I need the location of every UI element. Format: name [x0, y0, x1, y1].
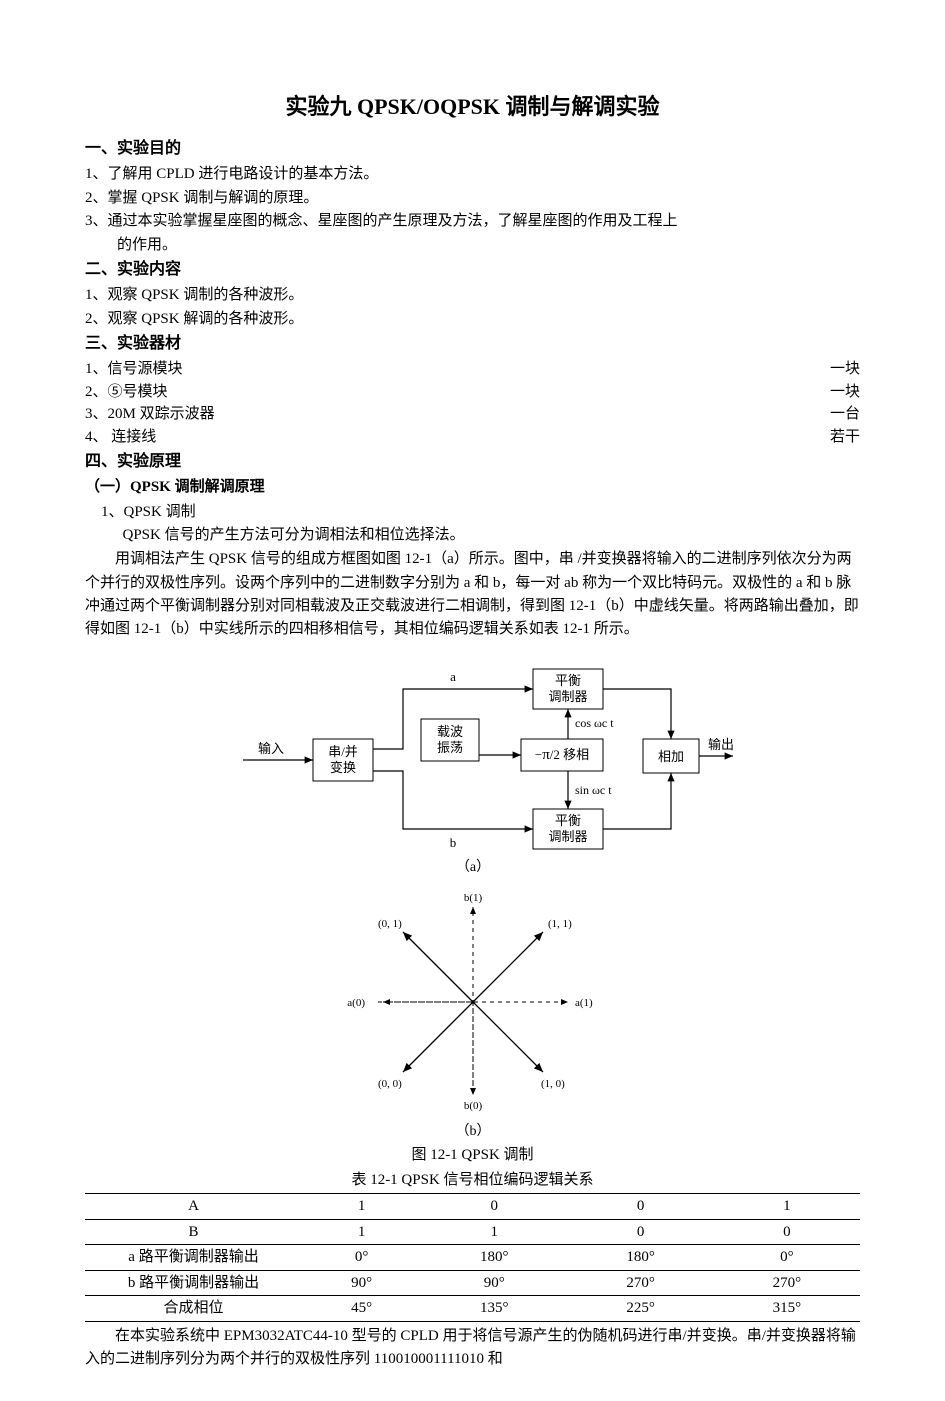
- table-cell: 45°: [302, 1296, 421, 1322]
- node-mod2-l1: 平衡: [554, 813, 580, 828]
- table-cell: 225°: [567, 1296, 713, 1322]
- node-mod2-l2: 调制器: [548, 829, 587, 844]
- diagram-a-caption: （a）: [455, 859, 489, 875]
- q3-label: (0, 0): [378, 1078, 402, 1090]
- node-sp-l1: 串/并: [328, 744, 358, 759]
- equip-row: 1、信号源模块 一块: [85, 358, 860, 381]
- block-diagram: 输入 串/并 变换 a b 载波 振荡 −π/2 移相 cos ωc t sin…: [203, 649, 743, 879]
- section4-sub2: 1、QPSK 调制: [85, 501, 860, 524]
- table-cell: 135°: [421, 1296, 567, 1322]
- table-row: a 路平衡调制器输出 0° 180° 180° 0°: [85, 1245, 860, 1271]
- node-add: 相加: [657, 749, 683, 764]
- table-cell: 1: [421, 1219, 567, 1245]
- section2-head: 二、实验内容: [85, 258, 860, 282]
- node-ps: −π/2 移相: [534, 747, 588, 763]
- axis-left: a(0): [347, 997, 365, 1009]
- table-row: B 1 1 0 0: [85, 1219, 860, 1245]
- para-2: 用调相法产生 QPSK 信号的组成方框图如图 12-1（a）所示。图中，串 /并…: [85, 548, 860, 641]
- section3-head: 三、实验器材: [85, 332, 860, 356]
- logic-table-wrap: A 1 0 0 1 B 1 1 0 0 a 路平衡调制器输出 0° 180° 1…: [85, 1193, 860, 1322]
- table-cell: 180°: [567, 1245, 713, 1271]
- diagram-b-wrap: b(1) b(0) a(0) a(1) (1, 1) (0, 1) (0, 0)…: [85, 887, 860, 1142]
- table-cell: 270°: [714, 1270, 860, 1296]
- s1-item3b: 的作用。: [85, 234, 860, 257]
- table-caption: 表 12-1 QPSK 信号相位编码逻辑关系: [85, 1169, 860, 1192]
- table-row: b 路平衡调制器输出 90° 90° 270° 270°: [85, 1270, 860, 1296]
- label-output: 输出: [708, 737, 734, 752]
- equip-qty: 一块: [830, 358, 860, 381]
- equip-qty: 一台: [830, 403, 860, 426]
- label-sin: sin ωc t: [575, 783, 612, 797]
- diagram-b-caption: （b）: [455, 1123, 490, 1139]
- table-cell: 180°: [421, 1245, 567, 1271]
- axis-right: a(1): [575, 997, 593, 1009]
- equip-label: 4、 连接线: [85, 426, 156, 449]
- q4-label: (1, 0): [541, 1078, 565, 1090]
- s1-item2: 2、掌握 QPSK 调制与解调的原理。: [85, 187, 860, 210]
- equip-label: 2、⑤号模块: [85, 381, 168, 404]
- table-cell: b 路平衡调制器输出: [85, 1270, 302, 1296]
- table-row: A 1 0 0 1: [85, 1194, 860, 1220]
- table-cell: 0: [567, 1219, 713, 1245]
- node-sp-l2: 变换: [329, 760, 355, 775]
- figure-caption: 图 12-1 QPSK 调制: [85, 1144, 860, 1167]
- label-input: 输入: [258, 741, 284, 756]
- table-cell: B: [85, 1219, 302, 1245]
- equip-row: 4、 连接线 若干: [85, 426, 860, 449]
- s2-item1: 1、观察 QPSK 调制的各种波形。: [85, 284, 860, 307]
- node-osc-l1: 载波: [436, 724, 462, 739]
- equip-label: 3、20M 双踪示波器: [85, 403, 215, 426]
- q2-label: (0, 1): [378, 918, 402, 930]
- table-cell: 1: [302, 1219, 421, 1245]
- table-cell: a 路平衡调制器输出: [85, 1245, 302, 1271]
- table-cell: 0: [567, 1194, 713, 1220]
- section1-head: 一、实验目的: [85, 137, 860, 161]
- table-cell: 90°: [302, 1270, 421, 1296]
- diagram-a-wrap: 输入 串/并 变换 a b 载波 振荡 −π/2 移相 cos ωc t sin…: [85, 649, 860, 879]
- node-mod1-l1: 平衡: [554, 673, 580, 688]
- table-cell: 90°: [421, 1270, 567, 1296]
- label-a: a: [450, 669, 456, 684]
- section4-sub1: （一）QPSK 调制解调原理: [85, 476, 860, 499]
- table-cell: A: [85, 1194, 302, 1220]
- table-cell: 0: [714, 1219, 860, 1245]
- equip-label: 1、信号源模块: [85, 358, 183, 381]
- para-1: QPSK 信号的产生方法可分为调相法和相位选择法。: [85, 524, 860, 547]
- table-cell: 合成相位: [85, 1296, 302, 1322]
- logic-table: A 1 0 0 1 B 1 1 0 0 a 路平衡调制器输出 0° 180° 1…: [85, 1193, 860, 1322]
- s1-item3a: 3、通过本实验掌握星座图的概念、星座图的产生原理及方法，了解星座图的作用及工程上: [85, 210, 860, 233]
- s1-item1: 1、了解用 CPLD 进行电路设计的基本方法。: [85, 163, 860, 186]
- label-b: b: [449, 835, 456, 850]
- node-mod1-l2: 调制器: [548, 689, 587, 704]
- constellation-diagram: b(1) b(0) a(0) a(1) (1, 1) (0, 1) (0, 0)…: [323, 887, 623, 1142]
- table-cell: 0°: [302, 1245, 421, 1271]
- equip-row: 2、⑤号模块 一块: [85, 381, 860, 404]
- table-cell: 1: [302, 1194, 421, 1220]
- table-cell: 270°: [567, 1270, 713, 1296]
- table-cell: 1: [714, 1194, 860, 1220]
- label-cos: cos ωc t: [575, 716, 614, 730]
- equip-row: 3、20M 双踪示波器 一台: [85, 403, 860, 426]
- axis-top: b(1): [463, 892, 482, 904]
- axis-bottom: b(0): [463, 1100, 482, 1112]
- footer-paragraph: 在本实验系统中 EPM3032ATC44-10 型号的 CPLD 用于将信号源产…: [85, 1325, 860, 1372]
- q1-label: (1, 1): [548, 918, 572, 930]
- table-cell: 315°: [714, 1296, 860, 1322]
- page-title: 实验九 QPSK/OQPSK 调制与解调实验: [85, 90, 860, 123]
- equip-qty: 若干: [830, 426, 860, 449]
- table-cell: 0°: [714, 1245, 860, 1271]
- node-osc-l2: 振荡: [436, 740, 462, 755]
- table-cell: 0: [421, 1194, 567, 1220]
- s2-item2: 2、观察 QPSK 解调的各种波形。: [85, 308, 860, 331]
- equip-qty: 一块: [830, 381, 860, 404]
- table-row: 合成相位 45° 135° 225° 315°: [85, 1296, 860, 1322]
- section4-head: 四、实验原理: [85, 450, 860, 474]
